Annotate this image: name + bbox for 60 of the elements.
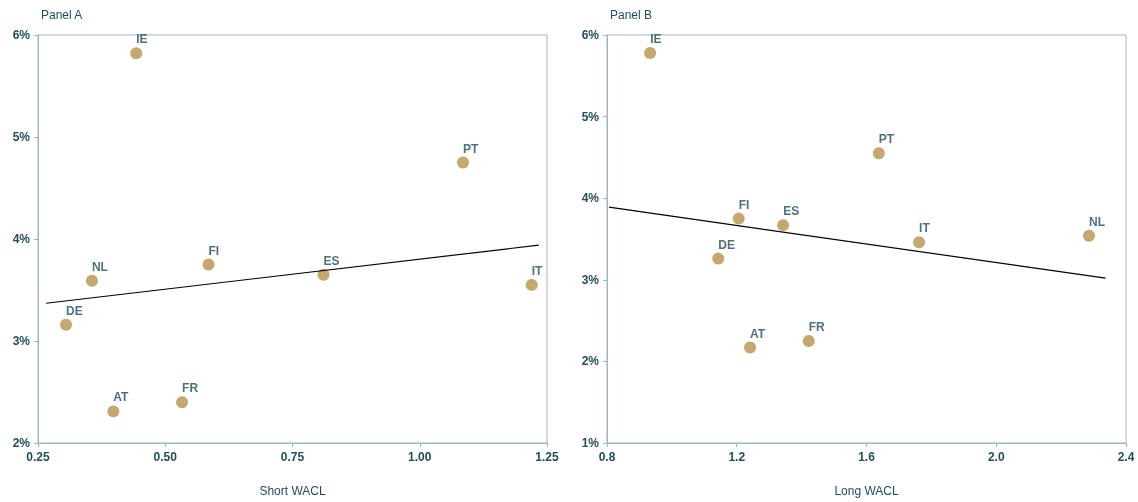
- point: [913, 236, 926, 249]
- x-tick-label: 1.6: [858, 450, 876, 464]
- point: [525, 278, 538, 291]
- point: [85, 274, 98, 287]
- data-label: FI: [208, 243, 220, 258]
- x-tick-label: 1.25: [535, 450, 559, 464]
- x-tick-label: 0.25: [26, 450, 50, 464]
- point: [712, 252, 725, 265]
- point: [1083, 229, 1096, 242]
- data-label: IT: [531, 263, 544, 278]
- y-tick-label: 6%: [581, 28, 600, 42]
- x-tick-label: 2.0: [987, 450, 1005, 464]
- point: [176, 396, 189, 409]
- chart-title: Panel B: [610, 8, 653, 22]
- x-tick-label: 0.75: [280, 450, 305, 464]
- data-label: AT: [113, 390, 130, 405]
- data-label: PT: [878, 132, 895, 147]
- point: [60, 318, 72, 331]
- y-tick-label: 3%: [581, 272, 600, 287]
- data-label: NL: [1089, 214, 1106, 229]
- x-tick-label: 1.2: [728, 450, 746, 464]
- y-tick-label: 5%: [12, 130, 31, 144]
- y-tick-label: 6%: [12, 28, 31, 42]
- point: [744, 341, 757, 354]
- point: [202, 258, 215, 271]
- data-label: ES: [783, 204, 800, 219]
- point: [802, 335, 815, 347]
- data-label: IT: [919, 221, 931, 236]
- point: [777, 219, 790, 232]
- x-tick-label: 2.4: [1117, 450, 1135, 464]
- y-tick-label: 5%: [581, 109, 600, 124]
- x-tick-label: 0.50: [153, 450, 178, 464]
- y-tick-label: 2%: [12, 436, 31, 450]
- point: [732, 212, 745, 225]
- data-label: AT: [750, 326, 766, 341]
- x-tick-label: 1.00: [408, 450, 432, 464]
- x-tick-label: 0.8: [598, 450, 616, 464]
- x-axis-title: Short WACL: [259, 484, 326, 498]
- data-label: ES: [323, 253, 340, 268]
- y-tick-label: 4%: [12, 232, 31, 246]
- y-tick-label: 1%: [581, 436, 600, 450]
- data-label: PT: [463, 141, 480, 156]
- y-tick-label: 2%: [581, 354, 600, 369]
- y-tick-label: 3%: [12, 334, 31, 348]
- point: [107, 405, 120, 418]
- data-label: NL: [91, 259, 108, 274]
- data-label: DE: [718, 237, 735, 252]
- x-axis-title: Long WACL: [834, 484, 899, 498]
- data-label: IE: [136, 32, 148, 47]
- point: [457, 156, 470, 169]
- point: [644, 46, 657, 59]
- chart-title: Panel A: [41, 8, 83, 22]
- point: [872, 147, 885, 160]
- y-tick-label: 4%: [581, 191, 600, 206]
- data-label: IE: [650, 31, 662, 46]
- data-label: FR: [182, 381, 199, 396]
- data-label: DE: [66, 303, 83, 318]
- data-label: FI: [738, 197, 750, 212]
- data-label: FR: [808, 320, 826, 334]
- point: [130, 47, 143, 60]
